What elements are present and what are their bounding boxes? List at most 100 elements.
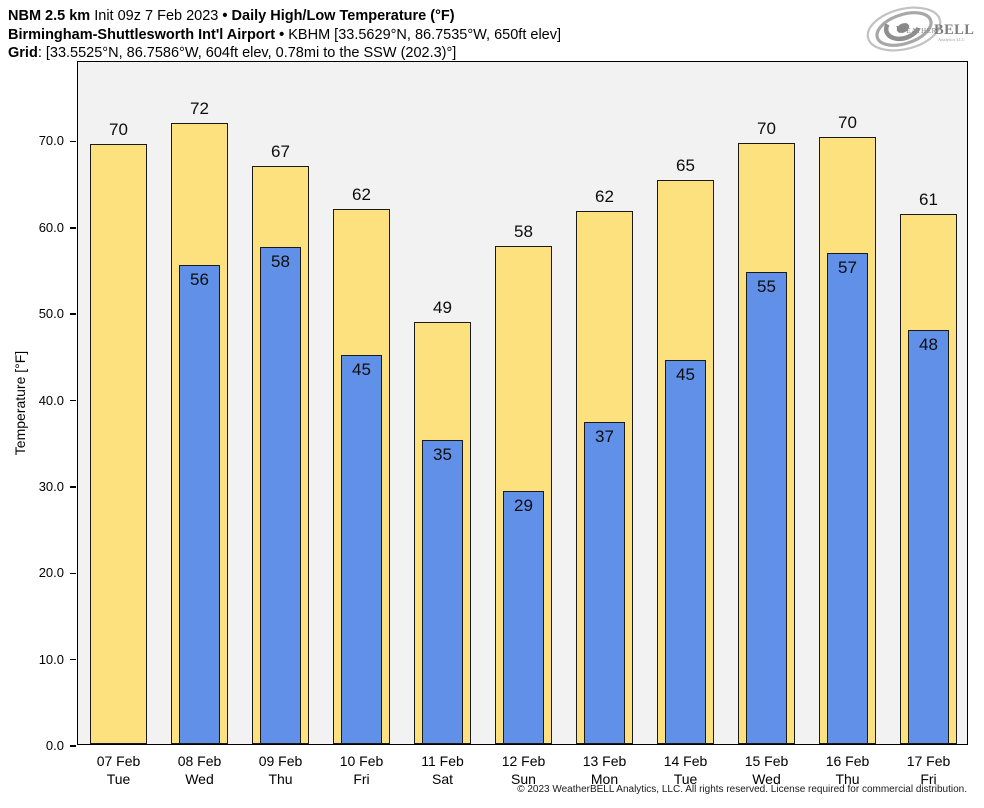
low-bar: [422, 440, 463, 744]
x-axis-label: 08 Feb Wed: [160, 753, 240, 788]
low-value-label: 35: [433, 445, 452, 464]
y-axis-tick-label: 0.0: [45, 738, 64, 753]
low-value-label: 55: [757, 277, 776, 297]
x-axis-label: 10 Feb Fri: [322, 753, 402, 788]
x-axis-label: 17 Feb Fri: [889, 753, 969, 788]
x-axis-date: 16 Feb: [825, 753, 870, 769]
low-bar: [260, 246, 301, 744]
low-value-label: 58: [271, 251, 290, 271]
x-axis-weekday: Thu: [268, 770, 293, 787]
logo-bell-text: BELL: [934, 22, 974, 38]
x-axis-label: 12 Feb Sun: [484, 753, 564, 788]
high-value-label: 49: [433, 297, 452, 317]
x-axis-weekday: Wed: [185, 770, 214, 787]
low-value-label: 57: [838, 257, 857, 277]
header-line-2: Birmingham-Shuttlesworth Int'l Airport •…: [8, 26, 561, 45]
chart-header: NBM 2.5 km Init 09z 7 Feb 2023 • Daily H…: [8, 7, 561, 63]
high-value-label: 62: [352, 184, 371, 204]
x-axis-date: 15 Feb: [744, 753, 789, 769]
copyright-notice: © 2023 WeatherBELL Analytics, LLC. All r…: [517, 784, 967, 795]
x-axis-label: 07 Feb Tue: [79, 753, 159, 788]
plot-area: 0.0 10.0 20.0 30.0 40.0 50.0 60.0 70.0 70 07 Feb T…: [39, 61, 968, 787]
y-axis-tick-label: 60.0: [38, 219, 64, 235]
x-axis-label: 14 Feb Tue: [646, 753, 726, 788]
logo-weather-text: Weather: [896, 25, 937, 36]
y-axis-tick: [70, 745, 76, 747]
x-axis-weekday: Mon: [590, 770, 619, 787]
low-bar: [503, 490, 544, 744]
high-value-label: 61: [919, 189, 938, 209]
x-axis-weekday: Fri: [353, 770, 370, 787]
high-value-label: 62: [595, 187, 614, 207]
y-axis-tick: [70, 140, 76, 143]
x-axis-label: 13 Feb Mon: [565, 753, 645, 788]
y-axis-tick-label: 40.0: [38, 392, 64, 408]
station-name: Birmingham-Shuttlesworth Int'l Airport: [8, 26, 276, 43]
x-axis-weekday: Sat: [431, 770, 453, 787]
x-axis-label: 15 Feb Wed: [727, 753, 807, 788]
station-meta: KBHM [33.5629°N, 86.7535°W, 650ft elev]: [288, 26, 562, 43]
y-axis-tick: [70, 227, 76, 229]
high-value-label: 65: [676, 156, 695, 176]
low-value-label: 45: [352, 359, 371, 379]
bullet-separator: •: [279, 26, 285, 43]
y-axis-tick: [70, 313, 76, 315]
weatherbell-logo: Weather BELL Analytics LLC: [866, 6, 974, 52]
model-name: NBM 2.5 km: [8, 8, 91, 24]
y-axis-tick-label: 70.0: [38, 133, 64, 149]
init-time: Init 09z 7 Feb 2023: [94, 8, 219, 24]
chart-title: Daily High/Low Temperature (°F): [231, 8, 455, 24]
x-axis-weekday: Sun: [511, 770, 536, 787]
high-value-label: 67: [271, 142, 290, 162]
grid-label: Grid: [8, 45, 38, 61]
high-value-label: 70: [109, 119, 128, 139]
x-axis-date: 12 Feb: [501, 753, 546, 769]
low-bar: [584, 421, 625, 744]
low-value-label: 48: [919, 335, 938, 355]
high-value-label: 70: [757, 118, 776, 138]
low-value-label: 37: [595, 426, 614, 446]
x-axis-label: 09 Feb Thu: [241, 753, 321, 788]
bullet-separator: •: [222, 8, 228, 24]
y-axis-tick-label: 20.0: [38, 565, 64, 581]
high-bar: [90, 143, 147, 744]
x-axis-date: 11 Feb: [421, 753, 464, 769]
x-axis-date: 10 Feb: [339, 753, 384, 769]
low-bar: [665, 359, 706, 744]
x-axis-date: 08 Feb: [177, 753, 222, 769]
y-axis-tick: [70, 572, 76, 574]
x-axis-label: 11 Feb Sat: [403, 753, 483, 788]
low-value-label: 56: [190, 269, 209, 289]
logo-analytics-text: Analytics LLC: [938, 37, 965, 42]
low-bar: [908, 330, 949, 744]
x-axis-weekday: Tue: [673, 770, 698, 787]
x-axis-weekday: Thu: [835, 770, 860, 787]
header-line-3: Grid: [33.5525°N, 86.7586°W, 604ft elev,…: [8, 44, 561, 63]
x-axis-date: 09 Feb: [258, 753, 303, 769]
y-axis-tick-label: 30.0: [38, 478, 64, 494]
y-axis-tick: [70, 486, 76, 488]
low-bar: [179, 264, 220, 744]
low-value-label: 29: [514, 495, 533, 515]
low-bar: [827, 252, 868, 744]
high-value-label: 58: [514, 221, 533, 241]
x-axis-date: 17 Feb: [906, 753, 951, 769]
y-axis-tick: [70, 658, 76, 661]
x-axis-weekday: Wed: [752, 770, 781, 787]
x-axis-label: 16 Feb Thu: [808, 753, 888, 788]
x-axis-date: 14 Feb: [663, 753, 708, 769]
hurricane-swirl-icon: [866, 6, 942, 52]
y-axis-tick-label: 50.0: [38, 306, 64, 322]
header-line-1: NBM 2.5 km Init 09z 7 Feb 2023 • Daily H…: [8, 7, 561, 26]
y-axis-tick: [70, 399, 76, 402]
x-axis-weekday: Fri: [920, 770, 937, 787]
low-value-label: 45: [676, 364, 695, 384]
x-axis-date: 07 Feb: [96, 753, 141, 769]
low-bar: [341, 354, 382, 744]
x-axis-date: 13 Feb: [582, 753, 627, 769]
low-bar: [746, 272, 787, 744]
x-axis-weekday: Tue: [106, 770, 131, 787]
grid-value: : [33.5525°N, 86.7586°W, 604ft elev, 0.7…: [37, 45, 457, 61]
high-value-label: 70: [838, 112, 857, 132]
